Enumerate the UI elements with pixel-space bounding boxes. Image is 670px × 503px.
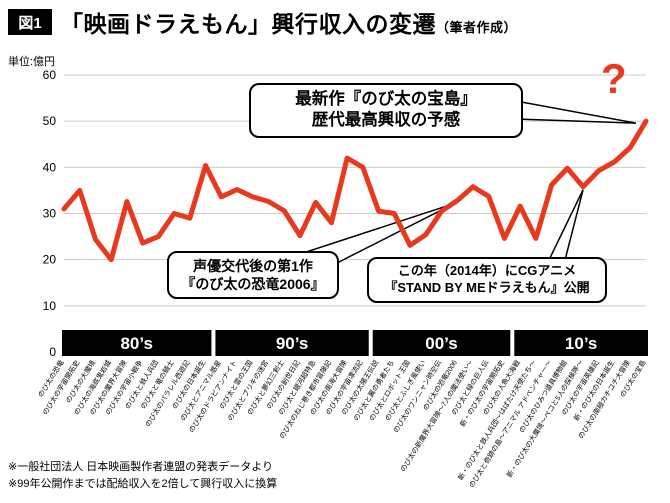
callout-latest-record: 最新作『のび太の宝島』 歴代最高興収の予感 [249,83,523,138]
decade-band [62,330,212,356]
decade-band [372,330,511,356]
callout-pointer [515,100,637,124]
y-tick-label: 60 [43,68,57,82]
decade-band-label: 80’s [120,334,152,353]
callout-stand-by-me: この年（2014年）にCGアニメ 『STAND BY MEドラえもん』公開 [367,257,607,303]
callout-standbyme-line1: この年（2014年）にCGアニメ [397,263,577,278]
callout-latest-line1: 最新作『のび太の宝島』 [295,90,477,108]
y-tick-label: 40 [43,160,57,174]
decade-band-label: 10’s [565,334,597,353]
callout-standbyme-line2: 『STAND BY MEドラえもん』公開 [384,279,590,295]
footnotes: ※一般社団法人 日本映画製作者連盟の発表データより ※99年公開作までは配給収入… [8,459,277,493]
footnote-source: ※一般社団法人 日本映画製作者連盟の発表データより [8,461,274,473]
y-axis-unit-label: 単位:億円 [8,56,56,68]
decade-band-label: 00’s [425,334,457,353]
page-title-suffix: （筆者作成） [436,20,518,35]
y-tick-label: 0 [49,345,56,359]
callout-seiyu-line2: 『のび太の恐竜2006』 [181,276,325,293]
decade-band [215,330,369,356]
callout-seiyu-line1: 声優交代後の第1作 [193,258,313,274]
decade-band [514,330,648,356]
footnote-conversion: ※99年公開作までは配給収入を2倍して興行収入に換算 [8,478,278,491]
revenue-line [61,118,649,263]
page-title: 「映画ドラえもん」興行収入の変遷（筆者作成） [60,5,517,39]
figure-label-badge: 図1 [8,9,52,35]
y-tick-label: 20 [43,253,57,267]
callout-voice-cast-change: 声優交代後の第1作 『のび太の恐竜2006』 [167,251,339,300]
y-tick-label: 10 [43,299,57,313]
y-tick-label: 50 [43,114,57,128]
y-tick-label: 30 [43,207,57,221]
page-title-text: 「映画ドラえもん」興行収入の変遷 [60,11,436,37]
record-question-mark: ? [601,55,627,102]
callout-pointer [547,189,584,261]
callout-latest-line2: 歴代最高興収の予感 [311,111,461,130]
decade-band-label: 90’s [276,334,308,353]
